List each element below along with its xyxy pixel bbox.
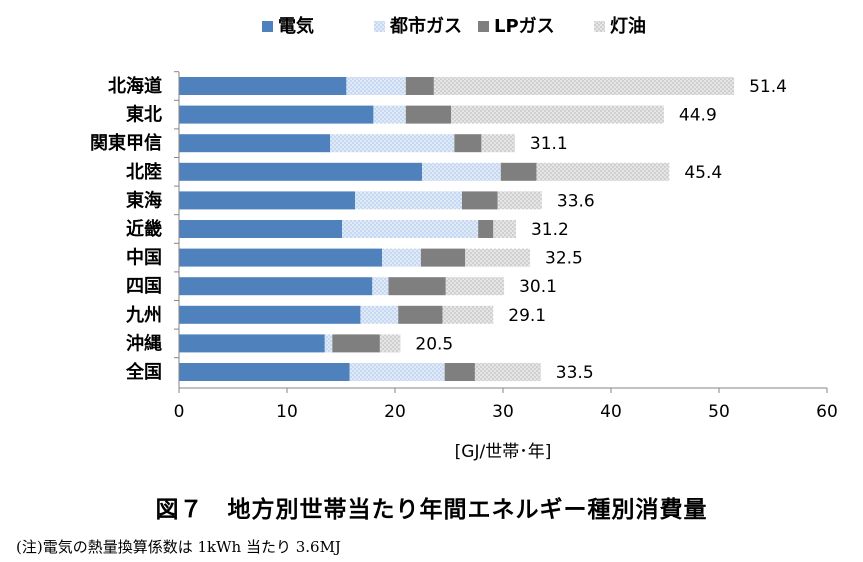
legend-swatch bbox=[594, 21, 605, 32]
bar-segment bbox=[465, 248, 530, 267]
bar-segment bbox=[454, 134, 482, 153]
bar-segment bbox=[179, 105, 374, 124]
category-label: 東北 bbox=[126, 104, 162, 126]
stacked-bar-chart: 電気 都市ガス LPガス 灯油 北海道 51.4 東北 44.9 関東甲信 31.1 北陸 45.4… bbox=[90, 15, 838, 462]
bar-segment bbox=[500, 162, 537, 181]
total-value-label: 51.4 bbox=[749, 77, 787, 97]
bar-segment bbox=[422, 162, 501, 181]
bar-segment bbox=[497, 191, 542, 210]
bar-segment bbox=[536, 162, 670, 181]
bar-segment bbox=[382, 248, 421, 267]
legend-swatch bbox=[262, 21, 273, 32]
bar-segment bbox=[461, 191, 498, 210]
x-axis-unit-label: [GJ/世帯･年] bbox=[455, 442, 552, 462]
bar-segment bbox=[433, 77, 735, 95]
legend-swatch bbox=[478, 21, 489, 32]
figure-note: (注)電気の熱量換算係数は 1kWh 当たり 3.6MJ bbox=[16, 538, 341, 556]
bar-segment bbox=[405, 105, 452, 124]
bar-segment bbox=[179, 248, 383, 267]
legend-label: 電気 bbox=[278, 15, 314, 37]
legend-label: 灯油 bbox=[610, 15, 646, 37]
bar-segment bbox=[474, 363, 541, 381]
total-value-label: 30.1 bbox=[519, 277, 557, 297]
category-label: 九州 bbox=[125, 305, 162, 326]
bar-segment bbox=[179, 305, 361, 324]
bar-segment bbox=[405, 77, 434, 95]
category-label: 四国 bbox=[126, 276, 162, 297]
bar-segment bbox=[442, 305, 494, 324]
bar-segment bbox=[493, 220, 516, 238]
category-label: 関東甲信 bbox=[90, 132, 162, 154]
legend-label: 都市ガス bbox=[389, 15, 462, 37]
x-tick-label: 10 bbox=[276, 402, 298, 422]
bar-segment bbox=[372, 277, 389, 296]
bar-segment bbox=[179, 220, 343, 238]
total-value-label: 44.9 bbox=[679, 106, 717, 126]
bar-segment bbox=[420, 248, 466, 267]
bar-segment bbox=[332, 334, 380, 353]
legend-swatch bbox=[374, 21, 385, 32]
bar-segment bbox=[179, 134, 331, 153]
bar-segment bbox=[179, 191, 356, 210]
x-tick-label: 0 bbox=[174, 402, 185, 422]
x-tick-label: 40 bbox=[600, 402, 622, 422]
total-value-label: 29.1 bbox=[508, 306, 546, 326]
bar-segment bbox=[445, 277, 505, 296]
category-label: 北海道 bbox=[108, 75, 162, 97]
total-value-label: 20.5 bbox=[415, 334, 453, 354]
figure-title: 図７ 地方別世帯当たり年間エネルギー種別消費量 bbox=[155, 496, 708, 523]
category-label: 沖縄 bbox=[126, 332, 162, 354]
bar-segment bbox=[179, 77, 347, 95]
legend-label: LPガス bbox=[494, 16, 555, 37]
bar-segment bbox=[349, 363, 445, 381]
bar-segment bbox=[481, 134, 515, 153]
bar-segment bbox=[324, 334, 333, 353]
category-label: 近畿 bbox=[126, 218, 162, 240]
bar-segment bbox=[398, 305, 443, 324]
x-tick-label: 20 bbox=[384, 402, 406, 422]
legend: 電気 都市ガス LPガス 灯油 bbox=[262, 15, 646, 37]
bar-segment bbox=[360, 305, 399, 324]
category-label: 全国 bbox=[125, 361, 162, 383]
bar-segment bbox=[346, 77, 406, 95]
total-value-label: 33.6 bbox=[557, 191, 595, 211]
category-label: 北陸 bbox=[126, 161, 162, 183]
total-value-label: 31.2 bbox=[531, 220, 569, 240]
bar-segment bbox=[451, 105, 664, 124]
x-axis: 0 10 20 30 40 50 60 bbox=[174, 71, 838, 422]
bar-segment bbox=[388, 277, 446, 296]
bar-segment bbox=[179, 363, 350, 381]
bar-segment bbox=[478, 220, 494, 238]
total-value-label: 32.5 bbox=[545, 249, 583, 269]
bar-segment bbox=[179, 334, 325, 353]
bar-segment bbox=[373, 105, 406, 124]
plot-area: 北海道 51.4 東北 44.9 関東甲信 31.1 北陸 45.4 東海 33.6 近畿 31.2 中… bbox=[90, 75, 787, 383]
x-tick-label: 50 bbox=[708, 402, 730, 422]
x-tick-label: 60 bbox=[816, 402, 838, 422]
category-label: 東海 bbox=[126, 189, 162, 211]
bar-segment bbox=[342, 220, 479, 238]
bar-segment bbox=[179, 277, 373, 296]
bar-segment bbox=[330, 134, 455, 153]
total-value-label: 31.1 bbox=[530, 134, 568, 154]
total-value-label: 33.5 bbox=[556, 363, 594, 383]
bar-segment bbox=[379, 334, 401, 353]
total-value-label: 45.4 bbox=[684, 163, 722, 183]
bar-segment bbox=[444, 363, 475, 381]
category-label: 中国 bbox=[126, 247, 162, 269]
bar-segment bbox=[179, 162, 422, 181]
x-tick-label: 30 bbox=[492, 402, 514, 422]
bar-segment bbox=[355, 191, 462, 210]
